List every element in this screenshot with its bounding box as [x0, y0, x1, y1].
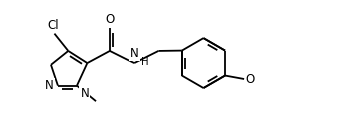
Text: N: N	[45, 79, 54, 92]
Text: O: O	[246, 73, 255, 86]
Text: H: H	[141, 57, 149, 67]
Text: N: N	[80, 87, 89, 100]
Text: N: N	[130, 47, 139, 60]
Text: O: O	[105, 13, 114, 26]
Text: Cl: Cl	[47, 19, 58, 32]
